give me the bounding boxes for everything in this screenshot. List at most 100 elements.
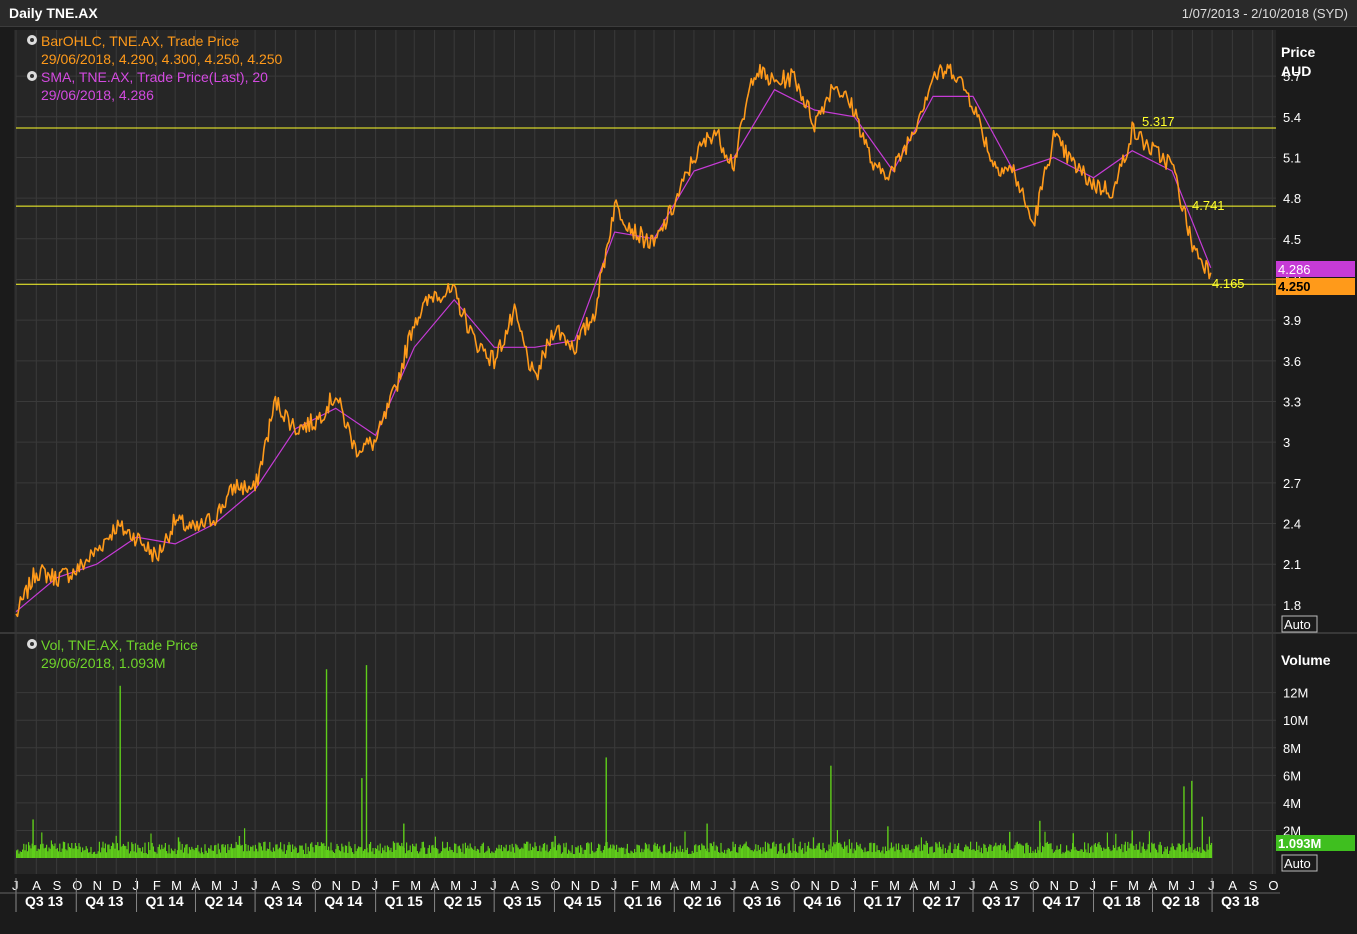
volume-bar bbox=[440, 851, 442, 858]
volume-bar bbox=[394, 842, 396, 858]
volume-bar bbox=[943, 853, 945, 858]
volume-bar bbox=[257, 851, 259, 858]
volume-bar bbox=[695, 844, 697, 858]
volume-bar bbox=[571, 845, 573, 858]
volume-bar bbox=[82, 847, 84, 858]
volume-bar bbox=[541, 847, 543, 858]
volume-bar bbox=[276, 844, 278, 858]
volume-bar bbox=[911, 849, 913, 858]
volume-bar bbox=[324, 845, 326, 858]
y-tick-volume: 6M bbox=[1283, 768, 1301, 783]
volume-bar bbox=[1198, 851, 1200, 858]
volume-bar bbox=[838, 842, 840, 858]
volume-bar bbox=[1061, 853, 1063, 858]
x-tick-quarter: Q1 15 bbox=[385, 893, 423, 909]
volume-bar bbox=[107, 844, 109, 858]
y-tick-price: 1.8 bbox=[1283, 598, 1301, 613]
volume-bar bbox=[491, 851, 493, 858]
volume-bar bbox=[976, 841, 978, 858]
volume-bar bbox=[46, 844, 48, 858]
volume-bar bbox=[742, 846, 744, 858]
volume-bar bbox=[301, 845, 303, 858]
x-tick-month: O bbox=[72, 878, 82, 893]
x-tick-month: J bbox=[730, 878, 737, 893]
volume-bar bbox=[245, 843, 247, 858]
volume-bar bbox=[737, 852, 739, 858]
volume-bar bbox=[905, 844, 907, 858]
volume-bar bbox=[636, 844, 638, 858]
volume-bar bbox=[181, 843, 183, 858]
volume-bar bbox=[1205, 851, 1207, 858]
x-tick-month: J bbox=[1188, 878, 1195, 893]
volume-bar bbox=[372, 848, 374, 858]
volume-bar bbox=[1148, 831, 1150, 858]
volume-spike bbox=[605, 757, 607, 858]
volume-bar bbox=[1168, 853, 1170, 858]
volume-bar bbox=[758, 849, 760, 858]
volume-bar bbox=[1144, 848, 1146, 858]
x-tick-month: A bbox=[32, 878, 41, 893]
volume-bar bbox=[596, 848, 598, 858]
volume-plot-area[interactable] bbox=[14, 634, 1276, 874]
volume-bar bbox=[474, 846, 476, 858]
price-auto-label: Auto bbox=[1284, 617, 1311, 632]
volume-bar bbox=[730, 851, 732, 858]
volume-bar bbox=[479, 852, 481, 858]
volume-bar bbox=[208, 847, 210, 858]
volume-bar bbox=[382, 847, 384, 858]
volume-bar bbox=[430, 852, 432, 858]
volume-bar bbox=[214, 845, 216, 858]
x-tick-quarter: Q3 14 bbox=[264, 893, 302, 909]
volume-bar bbox=[1128, 848, 1130, 858]
price-plot-area[interactable] bbox=[14, 30, 1276, 632]
volume-auto-button[interactable] bbox=[1281, 854, 1318, 872]
volume-bar bbox=[800, 849, 802, 858]
volume-bar bbox=[370, 841, 372, 858]
volume-bar bbox=[628, 852, 630, 858]
legend-volume-series: Vol, TNE.AX, Trade Price bbox=[41, 637, 198, 653]
volume-bar bbox=[1104, 849, 1106, 858]
volume-bar bbox=[928, 853, 930, 858]
volume-bar bbox=[292, 844, 294, 858]
price-auto-button[interactable] bbox=[1281, 615, 1318, 633]
volume-bar bbox=[356, 848, 358, 858]
x-tick-month: J bbox=[850, 878, 857, 893]
volume-bar bbox=[140, 851, 142, 858]
volume-bar bbox=[480, 846, 482, 858]
x-tick-quarter: Q4 15 bbox=[563, 893, 601, 909]
volume-bar bbox=[721, 851, 723, 858]
sma-value-text: 4.286 bbox=[1278, 262, 1311, 277]
volume-bar bbox=[494, 850, 496, 858]
volume-bar bbox=[1068, 850, 1070, 858]
x-tick-month: J bbox=[1208, 878, 1215, 893]
volume-bar bbox=[899, 849, 901, 858]
volume-bar bbox=[1091, 845, 1093, 858]
volume-bar bbox=[376, 848, 378, 858]
volume-bar bbox=[1045, 842, 1047, 858]
x-tick-month: J bbox=[372, 878, 379, 893]
x-tick-quarter: Q4 16 bbox=[803, 893, 841, 909]
x-tick-quarter: Q2 15 bbox=[444, 893, 482, 909]
volume-bar bbox=[996, 846, 998, 858]
volume-bar bbox=[988, 846, 990, 858]
volume-bar bbox=[934, 852, 936, 858]
volume-bar bbox=[18, 853, 20, 858]
volume-bar bbox=[191, 846, 193, 858]
volume-bar bbox=[1013, 848, 1015, 858]
volume-bar bbox=[227, 844, 229, 858]
volume-bar bbox=[612, 844, 614, 858]
volume-bar bbox=[150, 833, 152, 858]
volume-bar bbox=[421, 842, 423, 858]
volume-bar bbox=[895, 843, 897, 858]
volume-bar bbox=[1066, 845, 1068, 858]
volume-bar bbox=[590, 842, 592, 858]
chart-canvas[interactable]: 5.317 4.741 4.165 1.8 2.1 2.4 2.7 3 3.3 3.6 3.9 4.… bbox=[0, 26, 1357, 932]
volume-bar bbox=[35, 845, 37, 858]
volume-bar bbox=[662, 845, 664, 858]
volume-bar bbox=[929, 847, 931, 858]
volume-bar bbox=[47, 851, 49, 858]
volume-bar bbox=[385, 852, 387, 858]
volume-bar bbox=[798, 846, 800, 858]
volume-bar bbox=[278, 847, 280, 858]
volume-bar bbox=[1194, 848, 1196, 858]
